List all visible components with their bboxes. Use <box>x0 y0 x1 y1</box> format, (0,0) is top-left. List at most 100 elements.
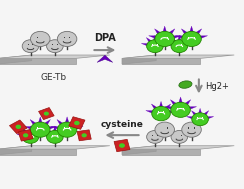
Circle shape <box>22 130 39 143</box>
Polygon shape <box>165 104 171 109</box>
Text: cysteine: cysteine <box>101 119 143 129</box>
Bar <box>10 120 27 134</box>
Polygon shape <box>0 146 110 149</box>
Text: GE-Tb: GE-Tb <box>41 73 67 82</box>
Bar <box>57 44 58 45</box>
Polygon shape <box>53 126 57 131</box>
Polygon shape <box>46 128 52 133</box>
Polygon shape <box>158 38 163 43</box>
Circle shape <box>147 40 163 53</box>
Polygon shape <box>166 43 173 46</box>
Polygon shape <box>0 55 32 64</box>
Bar <box>177 108 178 109</box>
Bar <box>152 135 153 136</box>
Polygon shape <box>141 43 148 46</box>
Polygon shape <box>0 146 32 155</box>
Bar <box>28 44 29 45</box>
Bar <box>28 135 29 136</box>
Polygon shape <box>151 104 157 109</box>
Ellipse shape <box>179 81 192 88</box>
Bar <box>202 117 203 119</box>
Bar <box>194 37 195 38</box>
Bar <box>52 44 53 45</box>
Polygon shape <box>38 117 42 123</box>
Polygon shape <box>122 58 200 64</box>
Polygon shape <box>0 55 110 58</box>
Polygon shape <box>186 43 193 46</box>
Polygon shape <box>29 126 32 131</box>
Polygon shape <box>192 111 197 115</box>
Bar <box>197 117 198 119</box>
Circle shape <box>155 31 174 46</box>
Circle shape <box>152 106 170 121</box>
Bar <box>188 127 189 129</box>
Circle shape <box>171 102 190 117</box>
Bar <box>194 127 195 129</box>
Bar <box>188 37 189 38</box>
Polygon shape <box>170 100 177 105</box>
Polygon shape <box>146 38 152 43</box>
Polygon shape <box>48 126 56 129</box>
Polygon shape <box>186 117 193 119</box>
Polygon shape <box>154 29 161 35</box>
Bar <box>152 44 153 45</box>
Polygon shape <box>30 119 37 125</box>
Polygon shape <box>146 111 154 113</box>
Polygon shape <box>34 128 39 133</box>
Bar <box>52 135 53 136</box>
Circle shape <box>74 121 80 125</box>
Text: DPA: DPA <box>94 33 116 43</box>
Polygon shape <box>181 29 188 35</box>
Circle shape <box>182 122 201 137</box>
Polygon shape <box>22 128 27 133</box>
Polygon shape <box>159 101 163 107</box>
Polygon shape <box>179 97 183 103</box>
Circle shape <box>16 125 21 129</box>
Polygon shape <box>195 29 202 35</box>
Polygon shape <box>41 134 48 137</box>
Circle shape <box>23 133 28 137</box>
Bar <box>32 135 33 136</box>
Polygon shape <box>183 38 188 43</box>
Polygon shape <box>51 126 59 129</box>
Bar <box>163 112 164 113</box>
Polygon shape <box>0 149 76 155</box>
Polygon shape <box>173 36 181 39</box>
Circle shape <box>44 112 49 116</box>
Bar <box>157 44 158 45</box>
Polygon shape <box>162 43 169 46</box>
Circle shape <box>119 143 125 148</box>
Polygon shape <box>168 29 175 35</box>
Polygon shape <box>163 26 167 32</box>
Polygon shape <box>97 55 113 62</box>
Polygon shape <box>168 111 176 113</box>
Polygon shape <box>61 134 69 137</box>
Bar <box>64 127 65 129</box>
Polygon shape <box>207 117 214 119</box>
Bar <box>157 135 158 136</box>
Polygon shape <box>122 55 234 58</box>
Polygon shape <box>198 108 202 114</box>
Bar <box>167 127 168 129</box>
Polygon shape <box>175 36 184 39</box>
Polygon shape <box>171 38 176 43</box>
Bar <box>181 44 182 45</box>
Bar <box>37 37 38 38</box>
Polygon shape <box>65 117 69 123</box>
Polygon shape <box>122 149 200 155</box>
Circle shape <box>155 122 174 137</box>
Circle shape <box>47 40 63 53</box>
Polygon shape <box>17 134 24 137</box>
Polygon shape <box>199 36 208 39</box>
Circle shape <box>22 40 39 53</box>
Circle shape <box>192 113 208 126</box>
Polygon shape <box>122 146 234 149</box>
Polygon shape <box>184 100 191 105</box>
Polygon shape <box>24 126 32 129</box>
Bar <box>37 127 38 129</box>
Bar <box>167 37 168 38</box>
Circle shape <box>57 31 77 46</box>
Circle shape <box>182 31 201 46</box>
Circle shape <box>30 31 50 46</box>
Circle shape <box>47 130 63 143</box>
